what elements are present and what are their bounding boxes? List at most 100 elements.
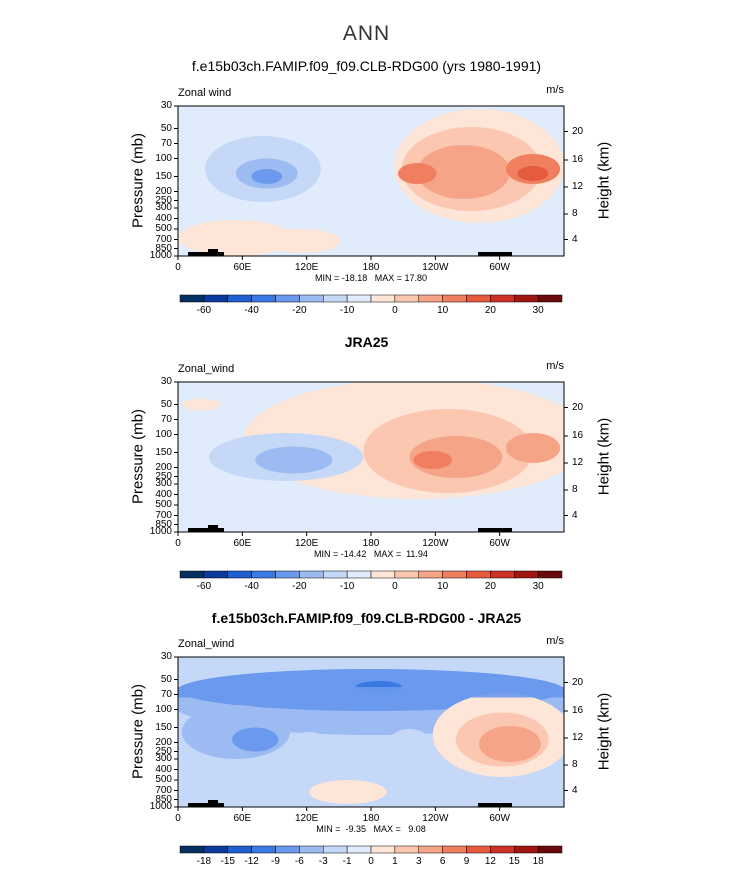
- x-tick-label: 120E: [294, 538, 319, 549]
- y-tick-label: 30: [160, 651, 172, 662]
- colorbar-swatch: [394, 570, 419, 579]
- y-tick-label: 150: [155, 446, 172, 458]
- units-label: m/s: [546, 635, 564, 647]
- contour-field-1: [178, 106, 564, 256]
- y2-tick-label: 20: [572, 125, 584, 137]
- contour-region-3: [251, 169, 283, 184]
- colorbar-swatch: [514, 570, 539, 579]
- colorbar-swatch: [346, 845, 372, 854]
- y-tick-label: 250: [155, 194, 172, 206]
- y-tick-label: 200: [155, 461, 172, 473]
- y2-tick-label: 20: [572, 401, 584, 413]
- y-tick-label: 150: [155, 721, 172, 733]
- colorbar-label: 12: [484, 856, 496, 867]
- contour-region-7: [432, 693, 564, 777]
- colorbar-label: -10: [339, 305, 355, 316]
- y-tick-label: 1000: [149, 250, 172, 261]
- plot-frame: [177, 105, 565, 257]
- colorbar-swatch: [466, 845, 491, 854]
- colorbar-swatch: [537, 294, 563, 303]
- field-background: [178, 657, 564, 807]
- colorbar-swatch: [442, 294, 467, 303]
- colorbar-swatch: [179, 845, 205, 854]
- y-tick-label: 30: [160, 100, 172, 111]
- colorbar-swatch: [179, 294, 205, 303]
- panel-3-title: f.e15b03ch.FAMIP.f09_f09.CLB-RDG00 - JRA…: [211, 610, 522, 626]
- y-tick-label: 500: [155, 774, 172, 785]
- panel-2-title: JRA25: [344, 334, 389, 350]
- colorbar-swatch: [227, 845, 252, 854]
- colorbar-label: 3: [415, 856, 422, 867]
- contour-region-4: [232, 727, 279, 752]
- y-tick-label: 70: [160, 688, 172, 700]
- colorbar-label: 30: [532, 581, 544, 592]
- colorbar-label: 6: [439, 856, 446, 867]
- colorbar-swatch: [227, 294, 252, 303]
- colorbar-label: -12: [244, 856, 259, 867]
- contour-region-9: [517, 166, 549, 181]
- colorbar-swatch: [251, 845, 276, 854]
- y2-axis-title: Height (km): [595, 417, 613, 496]
- colorbar-label: 1: [392, 856, 398, 867]
- y-axis-title: Pressure (mb): [129, 683, 147, 780]
- y-tick-label: 850: [155, 242, 172, 254]
- y-tick-label: 100: [155, 703, 172, 715]
- colorbar-swatch: [466, 294, 491, 303]
- topography-andes: [478, 528, 512, 532]
- colorbar-swatch: [203, 294, 228, 303]
- y-tick-label: 70: [160, 137, 172, 149]
- y2-axis-title: Height (km): [595, 141, 613, 220]
- y2-tick-label: 12: [572, 181, 584, 192]
- field-background: [178, 106, 564, 256]
- y-tick-label: 50: [160, 398, 172, 410]
- colorbar-label: -6: [294, 856, 304, 867]
- contour-region-1: [178, 669, 564, 711]
- x-tick-label: 60W: [489, 813, 510, 824]
- colorbar-label: -20: [292, 305, 307, 316]
- colorbar-swatch: [490, 294, 515, 303]
- y2-tick-label: 16: [572, 154, 584, 165]
- x-tick-label: 120E: [294, 262, 319, 273]
- x-tick-label: 180: [362, 538, 380, 549]
- plot-frame: [177, 656, 565, 808]
- y2-tick-label: 12: [572, 732, 584, 743]
- colorbar-label: -20: [292, 581, 307, 592]
- colorbar-swatch: [299, 294, 324, 303]
- colorbar-swatch: [537, 570, 563, 579]
- contour-region-1: [181, 398, 221, 411]
- y2-tick-label: 8: [572, 208, 578, 219]
- contour-field-3: [178, 657, 564, 807]
- x-tick-label: 60E: [233, 538, 252, 549]
- y-tick-label: 400: [155, 763, 172, 775]
- contour-region-10: [309, 780, 387, 804]
- colorbar-label: 18: [532, 856, 544, 867]
- colorbar-label: -40: [244, 305, 259, 316]
- y-tick-label: 50: [160, 673, 172, 685]
- colorbar-swatch: [418, 570, 443, 579]
- colorbar-swatch: [442, 845, 467, 854]
- colorbar-swatch: [418, 294, 443, 303]
- colorbar-swatch: [227, 570, 252, 579]
- contour-region-7: [506, 154, 561, 184]
- y-tick-label: 150: [155, 170, 172, 182]
- colorbar-label: 15: [508, 856, 520, 867]
- colorbar-swatch: [346, 294, 372, 303]
- contour-region-2: [208, 433, 364, 481]
- panel-1-title: f.e15b03ch.FAMIP.f09_f09.CLB-RDG00 (yrs …: [191, 58, 542, 74]
- contour-region-5: [386, 729, 433, 765]
- colorbar-label: 20: [484, 581, 496, 592]
- y-tick-label: 850: [155, 518, 172, 530]
- y-axis-title: Pressure (mb): [129, 132, 147, 229]
- topography-africa-peak: [208, 249, 218, 256]
- colorbar-swatch: [323, 294, 348, 303]
- topography-andes: [478, 252, 512, 256]
- x-tick-label: 180: [362, 262, 380, 273]
- colorbar-swatch: [203, 570, 228, 579]
- y-tick-label: 700: [155, 233, 172, 245]
- units-label: m/s: [546, 360, 564, 372]
- colorbar-swatch: [275, 570, 300, 579]
- colorbar-swatch: [275, 845, 300, 854]
- colorbar-swatch: [490, 845, 515, 854]
- colorbar-swatch: [251, 294, 276, 303]
